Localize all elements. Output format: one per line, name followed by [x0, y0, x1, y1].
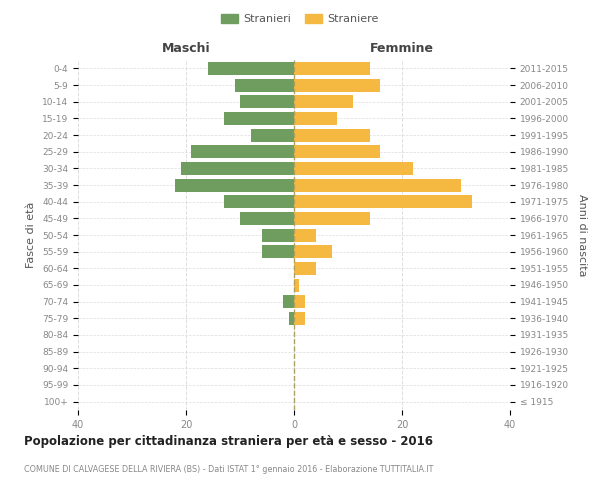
- Bar: [181, 162, 294, 175]
- Bar: [294, 262, 316, 275]
- Text: COMUNE DI CALVAGESE DELLA RIVIERA (BS) - Dati ISTAT 1° gennaio 2016 - Elaborazio: COMUNE DI CALVAGESE DELLA RIVIERA (BS) -…: [24, 465, 433, 474]
- Bar: [262, 228, 294, 241]
- Text: Femmine: Femmine: [370, 42, 434, 55]
- Bar: [294, 95, 353, 108]
- Bar: [294, 245, 332, 258]
- Bar: [294, 312, 305, 325]
- Y-axis label: Anni di nascita: Anni di nascita: [577, 194, 587, 276]
- Bar: [294, 112, 337, 125]
- Bar: [224, 195, 294, 208]
- Bar: [294, 145, 380, 158]
- Bar: [224, 112, 294, 125]
- Bar: [294, 62, 370, 75]
- Y-axis label: Fasce di età: Fasce di età: [26, 202, 37, 268]
- Bar: [235, 78, 294, 92]
- Bar: [251, 128, 294, 141]
- Text: Maschi: Maschi: [161, 42, 211, 55]
- Bar: [262, 245, 294, 258]
- Bar: [294, 162, 413, 175]
- Bar: [240, 95, 294, 108]
- Bar: [294, 295, 305, 308]
- Bar: [240, 212, 294, 225]
- Bar: [294, 228, 316, 241]
- Bar: [294, 78, 380, 92]
- Bar: [294, 278, 299, 291]
- Text: Popolazione per cittadinanza straniera per età e sesso - 2016: Popolazione per cittadinanza straniera p…: [24, 435, 433, 448]
- Bar: [208, 62, 294, 75]
- Bar: [283, 295, 294, 308]
- Bar: [191, 145, 294, 158]
- Bar: [294, 195, 472, 208]
- Bar: [294, 178, 461, 192]
- Bar: [175, 178, 294, 192]
- Bar: [289, 312, 294, 325]
- Bar: [294, 212, 370, 225]
- Bar: [294, 128, 370, 141]
- Legend: Stranieri, Straniere: Stranieri, Straniere: [218, 10, 382, 28]
